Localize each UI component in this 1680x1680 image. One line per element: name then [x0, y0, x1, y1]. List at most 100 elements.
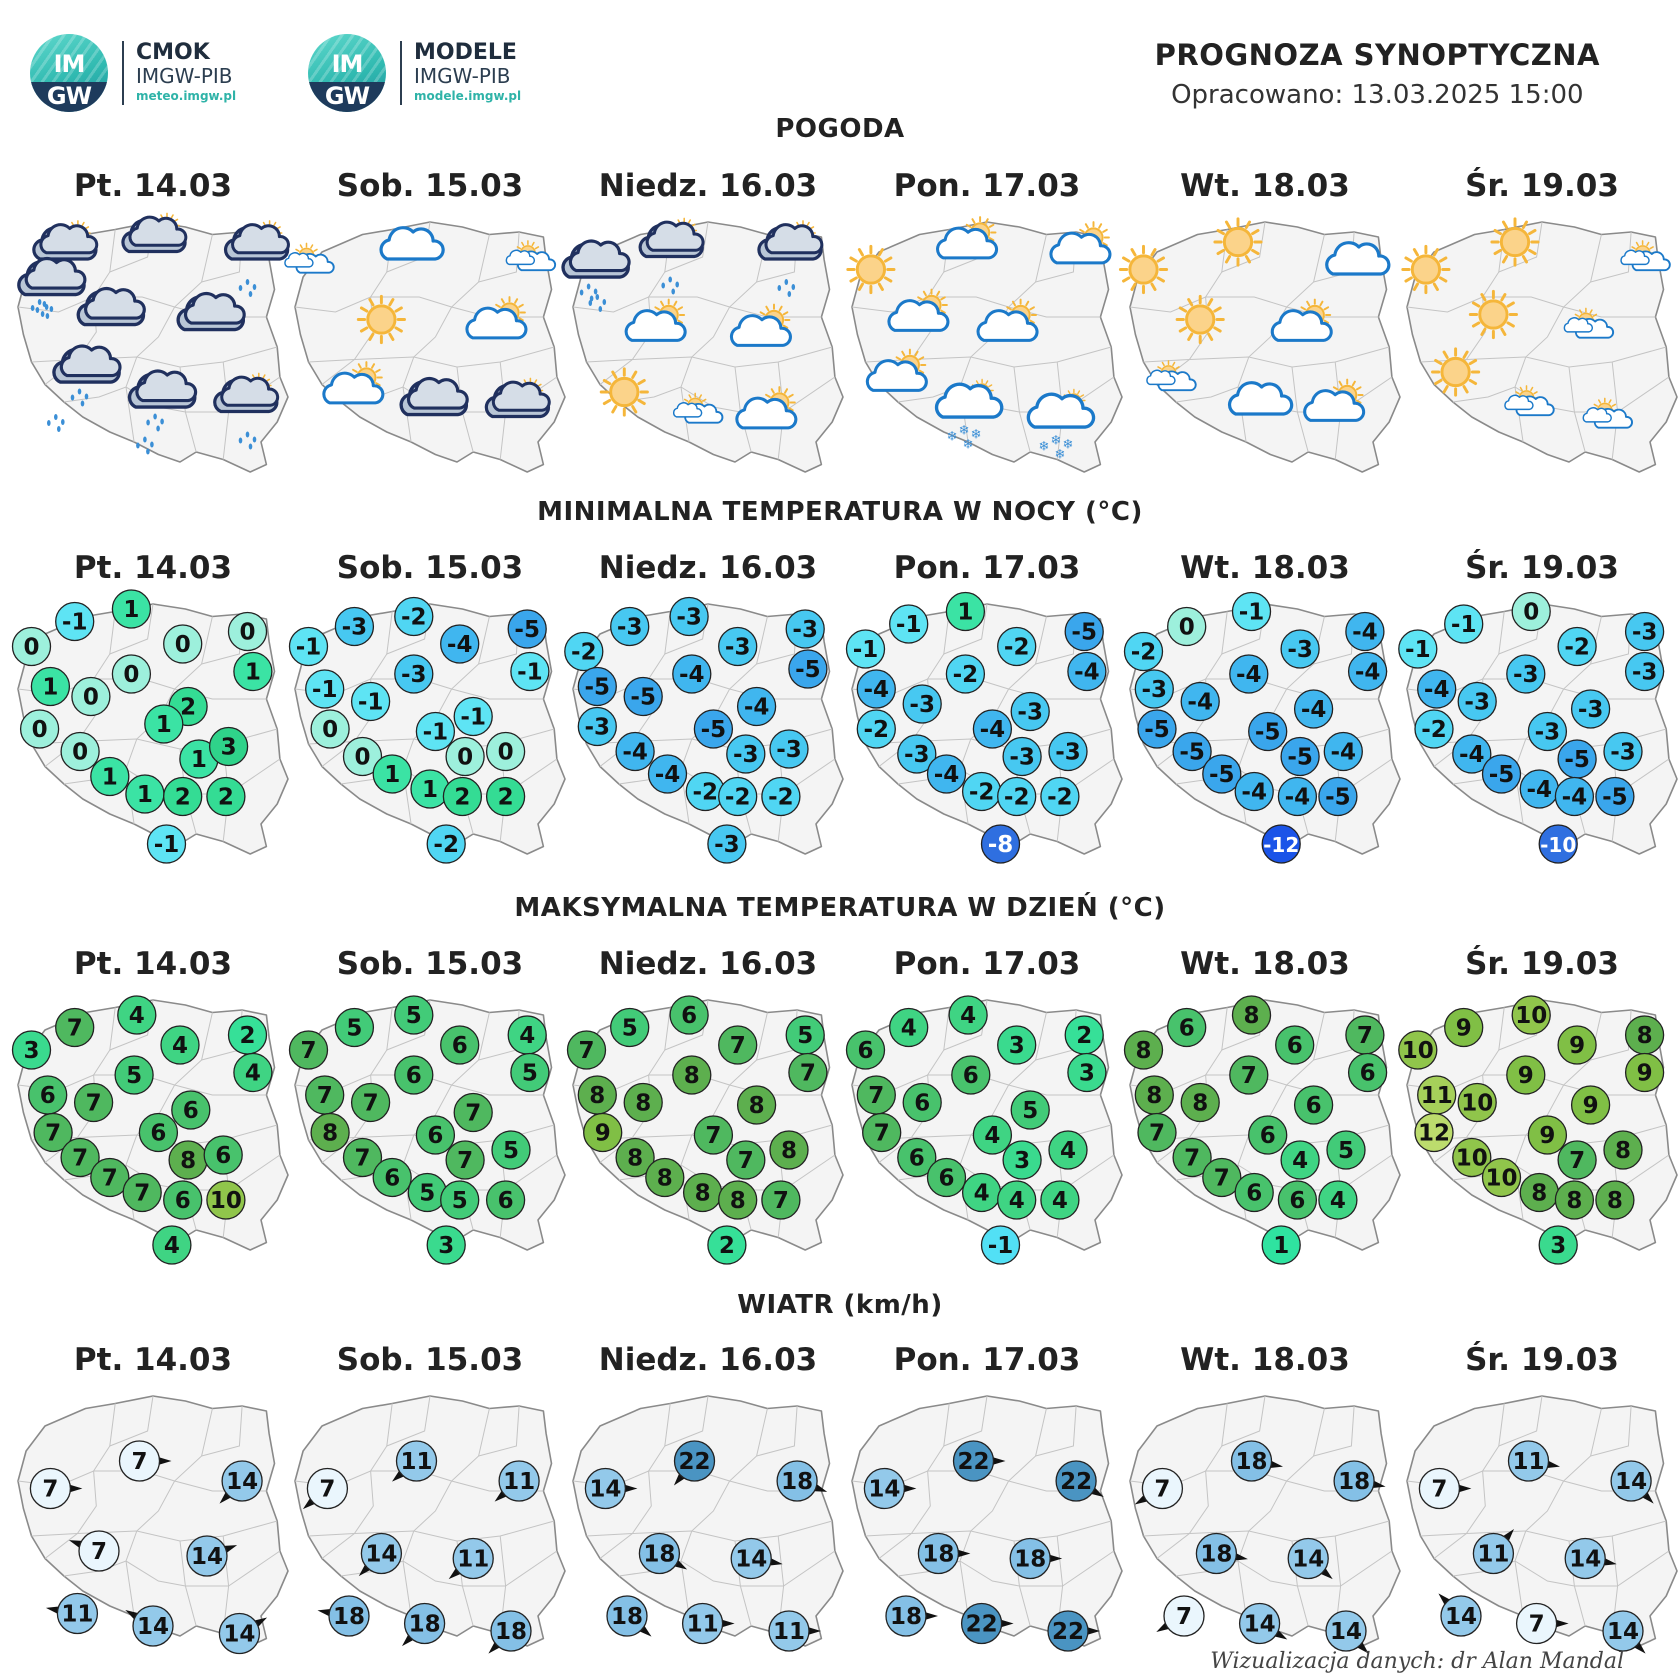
wind-bubble-1-2: 11 — [494, 1460, 540, 1502]
tmax-bubble-1-10: 8 — [310, 1112, 350, 1153]
tmax-bubble-0-17: 6 — [163, 1180, 203, 1220]
svg-text:❄: ❄ — [947, 430, 958, 445]
map-wind-0: 7 7 14 7 14 11 14 14 — [17, 1395, 289, 1655]
wind-bubble-0-5: 11 — [45, 1592, 99, 1635]
tmin-bubble-5-8-value: -3 — [1578, 697, 1604, 723]
tmax-bubble-2-2: 6 — [669, 995, 709, 1035]
tmin-bubble-4-13: -5 — [1280, 736, 1320, 777]
tmax-bubble-0-3: 4 — [160, 1025, 200, 1065]
tmax-bubble-1-13: 7 — [445, 1140, 485, 1180]
tmin-bubble-4-15: -5 — [1202, 754, 1242, 794]
tmin-bubble-0-19: -1 — [146, 824, 187, 864]
tmax-bubble-0-14-value: 6 — [215, 1143, 231, 1169]
tmax-bubble-5-19-value: 3 — [1550, 1233, 1566, 1259]
tmax-bubble-1-11-value: 7 — [354, 1146, 370, 1172]
map-weather-2 — [561, 217, 844, 473]
tmax-bubble-2-14-value: 8 — [781, 1138, 797, 1164]
tmax-bubble-0-6-value: 7 — [86, 1091, 102, 1117]
tmax-bubble-3-9-value: 3 — [1079, 1061, 1095, 1087]
page-title: PROGNOZA SYNOPTYCZNA — [1154, 38, 1600, 72]
tmin-bubble-1-17: 2 — [442, 776, 483, 817]
tmax-bubble-1-16: 5 — [407, 1172, 447, 1213]
tmax-bubble-5-13-value: 7 — [1569, 1148, 1585, 1174]
tmax-bubble-5-12: 9 — [1527, 1115, 1568, 1155]
tmin-bubble-3-11-value: -3 — [904, 742, 930, 768]
wind-bubble-2-3-value: 18 — [643, 1542, 675, 1568]
tmin-bubble-3-9-value: -4 — [1074, 660, 1100, 686]
tmax-bubble-5-11: 10 — [1452, 1137, 1492, 1178]
map-wind-3: 14 22 22 18 18 18 22 22 — [851, 1395, 1123, 1652]
wind-bubble-0-0-value: 7 — [42, 1477, 58, 1503]
tmin-bubble-3-17-value: -2 — [1004, 785, 1030, 811]
tmin-bubble-0-1-value: -1 — [62, 610, 88, 636]
tmax-bubble-3-12: 4 — [972, 1115, 1013, 1155]
tmin-bubble-2-19-value: -3 — [714, 832, 740, 858]
tmax-bubble-4-18-value: 4 — [1330, 1188, 1346, 1214]
tmin-bubble-2-0: -2 — [564, 631, 604, 672]
tmin-bubble-2-9: -5 — [788, 649, 828, 689]
tmax-bubble-0-8-value: 6 — [183, 1098, 199, 1124]
tmin-bubble-3-18: -2 — [1040, 776, 1080, 817]
wind-bubble-2-2-value: 18 — [781, 1469, 813, 1495]
tmax-bubble-1-4: 4 — [507, 1015, 547, 1055]
tmax-bubble-3-14-value: 4 — [1060, 1138, 1076, 1164]
logo-modele-url: modele.imgw.pl — [414, 89, 522, 103]
cloud-blue-icon — [379, 226, 445, 261]
partly-sunny-blue-icon — [1270, 298, 1333, 342]
cloud-blue-icon — [1227, 381, 1294, 416]
tmin-bubble-5-17-value: -4 — [1562, 785, 1588, 811]
tmin-bubble-0-4-value: 0 — [239, 620, 255, 646]
map-tmax-0: 3 7 4 4 2 6 7 5 6 4 7 7 6 8 6 7 7 6 10 4 — [11, 995, 289, 1265]
wind-bubble-0-4-value: 14 — [191, 1544, 223, 1570]
tmin-bubble-0-16-value: 1 — [137, 782, 153, 808]
partly-sunny-blue-icon — [936, 216, 999, 260]
tmax-bubble-1-11: 7 — [342, 1137, 383, 1178]
tmin-bubble-2-4-value: -3 — [792, 617, 818, 643]
tmin-bubble-1-1-value: -3 — [342, 615, 368, 641]
tmin-bubble-1-15: 1 — [372, 754, 412, 794]
cloud-dark-rain-icon — [561, 239, 631, 302]
tmin-bubble-2-3: -3 — [718, 626, 758, 667]
map-tmin-2: -2 -3 -3 -3 -3 -5 -5 -4 -4 -5 -3 -4 -5 -3 -3 -4 -2 -2 -2 -3 — [564, 596, 844, 864]
tmax-bubble-3-8-value: 5 — [1022, 1098, 1038, 1124]
wind-bubble-0-2: 14 — [219, 1460, 263, 1504]
wind-bubble-3-2: 22 — [1055, 1460, 1104, 1502]
tmin-bubble-0-7: 0 — [111, 654, 152, 694]
tmin-bubble-1-3: -4 — [440, 624, 480, 664]
logo-cmok: IM GW CMOK IMGW-PIB meteo.imgw.pl — [30, 34, 236, 112]
tmin-bubble-4-13-value: -5 — [1287, 745, 1313, 771]
tmax-bubble-5-3-value: 9 — [1569, 1033, 1585, 1059]
tmax-bubble-5-8: 9 — [1570, 1085, 1611, 1125]
tmin-bubble-5-11: -4 — [1452, 734, 1492, 774]
tmax-bubble-4-8: 6 — [1293, 1085, 1334, 1125]
tmax-bubble-1-7: 6 — [394, 1055, 434, 1095]
tmin-bubble-3-3-value: -2 — [1004, 635, 1030, 661]
partly-sunny-blue-icon — [624, 298, 687, 342]
tmin-bubble-3-12-value: -4 — [980, 717, 1006, 743]
tmax-bubble-2-12: 7 — [693, 1115, 734, 1155]
rain-drops-icon — [47, 414, 65, 432]
tmin-bubble-5-10: -2 — [1414, 709, 1454, 749]
day-label-tmin-1: Sob. 15.03 — [336, 550, 524, 586]
tmin-bubble-3-6: -3 — [902, 684, 942, 724]
wind-bubble-0-2-value: 14 — [226, 1469, 258, 1495]
tmin-bubble-3-1: -1 — [889, 604, 929, 644]
map-wind-2: 14 22 18 18 14 18 11 11 — [572, 1395, 844, 1652]
tmin-bubble-1-17-value: 2 — [454, 785, 470, 811]
tmin-bubble-1-9: -1 — [510, 651, 550, 692]
tmin-bubble-1-13: 0 — [445, 736, 485, 777]
wind-bubble-0-0: 7 — [29, 1467, 83, 1510]
tmax-bubble-5-9-value: 9 — [1637, 1061, 1653, 1087]
tmax-bubble-0-5: 6 — [28, 1075, 68, 1115]
tmax-bubble-2-2-value: 6 — [681, 1003, 697, 1029]
tmax-bubble-5-16-value: 8 — [1531, 1181, 1547, 1207]
wind-bubble-2-7-value: 11 — [773, 1619, 805, 1645]
tmin-bubble-4-4: -4 — [1345, 611, 1385, 652]
tmax-bubble-4-7-value: 7 — [1241, 1063, 1257, 1089]
wind-bubble-3-3: 18 — [917, 1532, 971, 1575]
tmin-bubble-5-16: -4 — [1519, 769, 1559, 809]
tmax-bubble-5-12-value: 9 — [1539, 1123, 1555, 1149]
cloud-dark-sun-icon — [757, 220, 824, 261]
tmax-bubble-2-14: 8 — [769, 1130, 809, 1170]
tmin-bubble-4-14-value: -4 — [1331, 740, 1357, 766]
